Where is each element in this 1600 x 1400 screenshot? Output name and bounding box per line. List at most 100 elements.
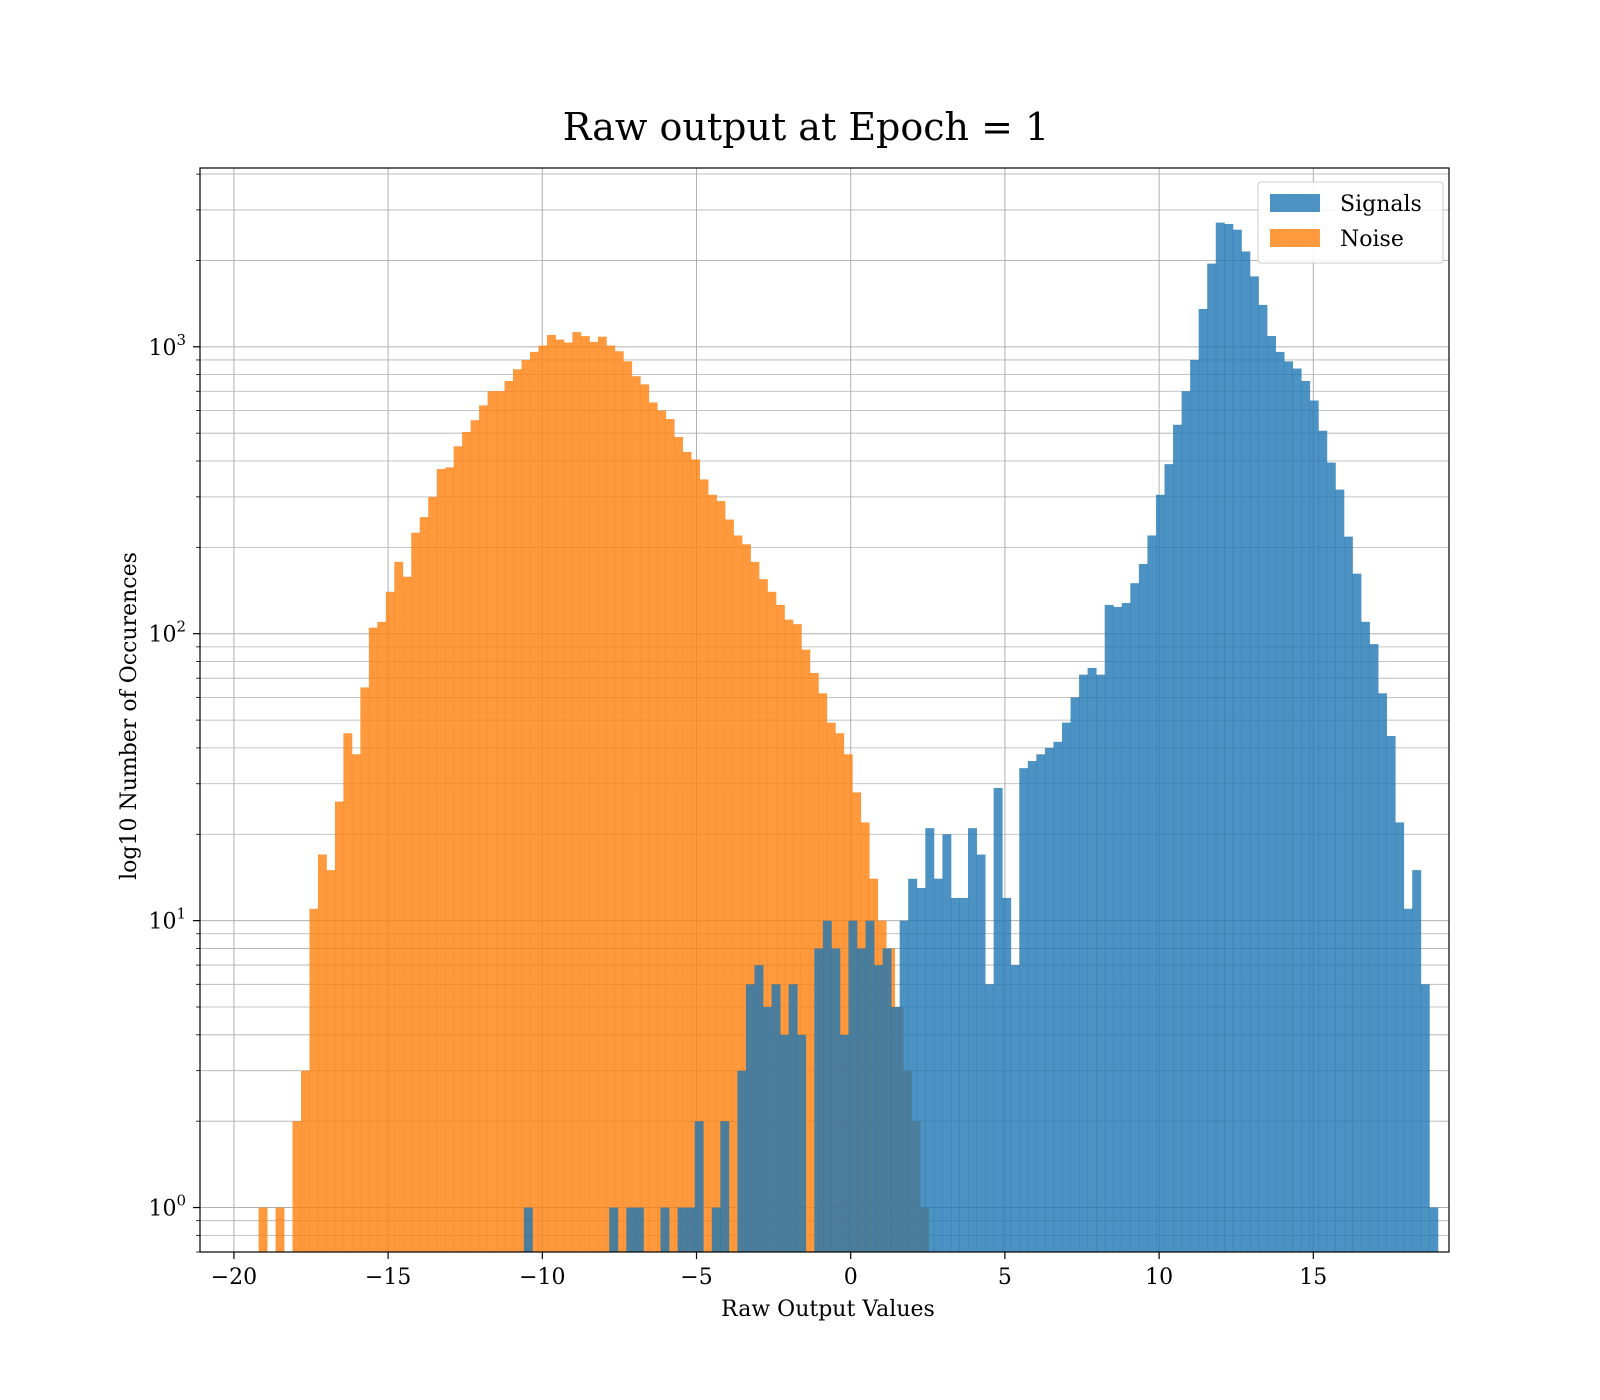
histogram-bar: [1164, 464, 1174, 1253]
histogram-bar: [1181, 391, 1191, 1252]
x-axis-title: Raw Output Values: [721, 1297, 935, 1322]
ticks: −20 −15 −10 −5 0 5 10 15 100 101 102 103: [148, 173, 1327, 1290]
legend-swatch-noise: [1270, 229, 1320, 247]
histogram-bar: [797, 1034, 807, 1252]
histogram-bar: [479, 405, 488, 1253]
histogram-bar: [976, 854, 986, 1252]
histogram-bar: [993, 787, 1003, 1252]
histogram-bar: [691, 459, 700, 1252]
histogram-bar: [1267, 336, 1276, 1252]
legend-label-signals: Signals: [1340, 192, 1422, 217]
histogram-bar: [521, 359, 531, 1252]
x-tick-label: −5: [680, 1265, 712, 1290]
histogram-bar: [436, 469, 446, 1253]
histogram-bar: [1190, 359, 1200, 1252]
legend: Signals Noise: [1257, 181, 1444, 264]
histogram-bar: [775, 604, 785, 1252]
histogram-bar: [788, 984, 798, 1252]
histogram-bar: [563, 342, 573, 1252]
histogram-bar: [546, 334, 556, 1252]
histogram-bar: [1343, 536, 1353, 1252]
x-tick-label: −10: [519, 1265, 565, 1290]
histogram-bar: [1155, 494, 1165, 1252]
histogram-bar: [839, 1034, 849, 1252]
histogram-bar: [589, 341, 599, 1252]
histogram-bar: [470, 420, 480, 1252]
histogram-bar: [597, 336, 607, 1252]
histogram-bar: [856, 948, 866, 1252]
histogram-bar: [300, 1070, 310, 1252]
histogram-bar: [784, 619, 794, 1252]
histogram-bar: [1292, 368, 1302, 1252]
histogram-bar: [309, 908, 319, 1252]
histogram-bar: [609, 1207, 619, 1252]
series-noise: [258, 332, 929, 1253]
histogram-bar: [1215, 222, 1225, 1253]
histogram-bar: [1138, 564, 1148, 1252]
histogram-bar: [720, 1121, 730, 1252]
histogram-bar: [1207, 263, 1217, 1253]
histogram-bar: [258, 1207, 268, 1252]
histogram-bar: [1284, 361, 1294, 1252]
histogram-bar: [933, 878, 943, 1252]
histogram-bar: [1403, 908, 1413, 1252]
histogram-bar: [292, 1121, 302, 1252]
histogram-bar: [699, 479, 709, 1252]
histogram-bar: [1019, 768, 1029, 1252]
histogram-bar: [1053, 741, 1063, 1252]
histogram-bar: [394, 561, 404, 1252]
histogram-bar: [742, 544, 751, 1252]
histogram-bar: [737, 1070, 747, 1252]
series-signals: [523, 222, 1439, 1253]
histogram-bar: [750, 561, 760, 1252]
y-tick-label: 103: [148, 331, 186, 361]
histogram-bar: [1027, 761, 1037, 1252]
histogram-bar: [763, 1007, 772, 1252]
histogram-bar: [529, 351, 539, 1253]
histogram-bar: [606, 345, 616, 1252]
histogram-bar: [1318, 430, 1328, 1252]
histogram-bar: [411, 532, 421, 1252]
histogram-bar: [1335, 489, 1345, 1252]
x-tick-label: 0: [844, 1265, 858, 1290]
x-tick-label: −15: [365, 1265, 411, 1290]
histogram-bar: [1070, 697, 1080, 1252]
histogram-bar: [1386, 736, 1396, 1252]
histogram-bar: [351, 754, 361, 1252]
histogram-bar: [925, 828, 935, 1252]
histogram-bar: [1096, 674, 1106, 1252]
histogram-bar: [882, 948, 892, 1252]
histogram-bar: [614, 351, 624, 1252]
histogram-bar: [1087, 667, 1097, 1252]
histogram-bar: [1249, 276, 1259, 1253]
plot-frame: [199, 167, 1450, 1253]
bars: [258, 222, 1439, 1253]
histogram-bar: [843, 754, 853, 1252]
histogram-bar: [1326, 462, 1336, 1252]
histogram-bar: [1275, 351, 1285, 1253]
histogram-bar: [1412, 870, 1422, 1252]
histogram-bar: [1258, 304, 1268, 1252]
histogram-bar: [831, 948, 841, 1252]
histogram-bar: [343, 733, 353, 1252]
histogram-bar: [1198, 308, 1208, 1252]
legend-swatch-signals: [1270, 194, 1320, 212]
y-axis-title: log10 Number of Occurences: [117, 552, 142, 880]
histogram-bar: [1429, 1207, 1439, 1252]
histogram-bar: [1079, 674, 1089, 1252]
histogram-bar: [1061, 722, 1071, 1252]
histogram-bar: [402, 576, 412, 1252]
histogram-bar: [959, 897, 969, 1252]
histogram-bar: [623, 361, 633, 1252]
histogram-bar: [334, 801, 344, 1252]
histogram-bar: [716, 501, 726, 1252]
x-tick-label: 15: [1299, 1265, 1327, 1290]
histogram-bar: [1378, 693, 1388, 1252]
histogram-bar: [660, 1207, 670, 1252]
histogram-bar: [513, 369, 522, 1252]
histogram-bar: [1130, 583, 1140, 1252]
histogram-bar: [580, 336, 590, 1252]
histogram-bar: [711, 1207, 721, 1252]
